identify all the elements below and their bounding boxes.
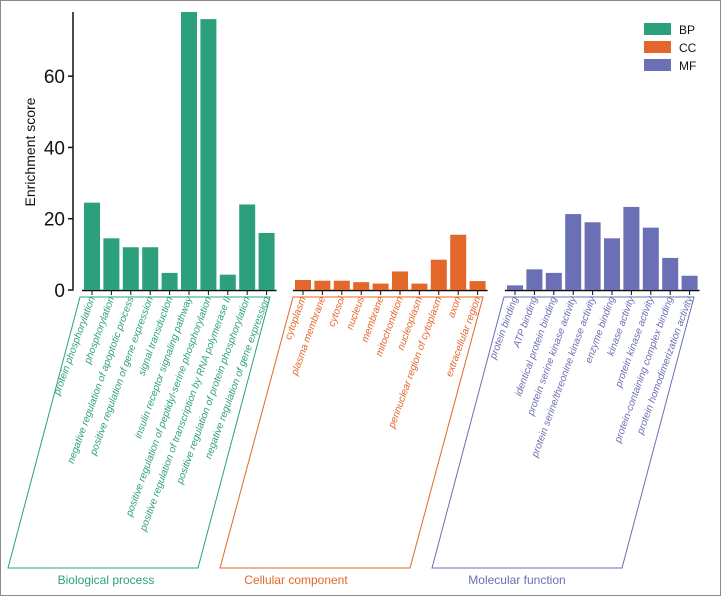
group-bracket xyxy=(431,296,695,569)
y-axis: 0 20 40 60 Enrichment score xyxy=(22,12,700,302)
y-axis-title: Enrichment score xyxy=(22,97,38,206)
bar-cc xyxy=(450,234,467,290)
bar-mf xyxy=(623,206,640,290)
bar-mf xyxy=(604,238,620,290)
bar-mf xyxy=(565,214,582,290)
legend: BP CC MF xyxy=(644,23,697,73)
bar-mf xyxy=(584,222,601,290)
bar-bp xyxy=(219,274,236,290)
y-tick-label: 0 xyxy=(54,281,65,302)
group-bracket xyxy=(219,296,484,569)
legend-label: MF xyxy=(679,59,696,73)
bar-mf xyxy=(642,227,659,290)
legend-swatch xyxy=(644,41,671,53)
bar-mf xyxy=(507,285,523,290)
bar-cc xyxy=(430,259,447,290)
bar-cc xyxy=(372,283,389,290)
bar-cc xyxy=(353,282,370,290)
bar-mf xyxy=(526,269,543,290)
bar-bp xyxy=(142,247,159,290)
bar-bp xyxy=(122,247,139,290)
group-title: Molecular function xyxy=(468,573,565,587)
category-label: nucleus xyxy=(345,295,367,331)
legend-swatch xyxy=(644,59,671,71)
bar-bp xyxy=(84,202,100,290)
bar-cc xyxy=(295,280,311,290)
bar-cc xyxy=(392,271,408,290)
category-label: axon xyxy=(446,295,464,320)
bar-bp xyxy=(161,272,178,290)
bar-bp xyxy=(200,19,217,290)
bar-bp xyxy=(103,238,120,290)
y-tick-label: 60 xyxy=(44,67,65,88)
bar-mf xyxy=(681,275,698,290)
bar-cc xyxy=(333,280,350,290)
legend-label: BP xyxy=(679,23,695,37)
legend-swatch xyxy=(644,23,671,35)
bar-cc xyxy=(314,280,331,290)
bars xyxy=(84,12,698,290)
bar-bp xyxy=(239,204,256,290)
bar-bp xyxy=(258,232,275,290)
bar-cc xyxy=(469,281,486,290)
legend-label: CC xyxy=(679,41,697,55)
bar-mf xyxy=(545,272,562,290)
group-brackets: Biological process Cellular component Mole… xyxy=(7,296,695,587)
category-label: protein binding xyxy=(488,295,521,362)
category-labels: protein phosphorylationphosphorylationne… xyxy=(52,294,696,533)
category-label: cytosol xyxy=(327,295,348,329)
group-title: Cellular component xyxy=(244,573,348,587)
bar-mf xyxy=(662,257,679,290)
bar-cc xyxy=(411,283,428,290)
group-bracket xyxy=(7,296,271,569)
bar-bp xyxy=(181,12,197,290)
group-title: Biological process xyxy=(58,573,155,587)
y-tick-label: 40 xyxy=(44,138,65,159)
y-tick-label: 20 xyxy=(44,210,65,231)
